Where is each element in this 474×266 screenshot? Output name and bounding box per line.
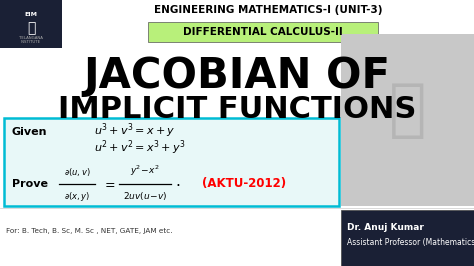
Text: $u^3 + v^3 = x + y$: $u^3 + v^3 = x + y$ <box>94 122 175 140</box>
Text: $u^2 + v^2 = x^3 + y^3$: $u^2 + v^2 = x^3 + y^3$ <box>94 139 186 157</box>
Bar <box>4 118 339 206</box>
Bar <box>341 34 474 206</box>
Text: $y^2\!-\!x^2$: $y^2\!-\!x^2$ <box>130 164 160 178</box>
Text: $\partial(u, v)$: $\partial(u, v)$ <box>64 166 91 178</box>
Bar <box>341 210 474 266</box>
Text: Assistant Professor (Mathematics): Assistant Professor (Mathematics) <box>347 238 474 247</box>
Text: Dr. Anuj Kumar: Dr. Anuj Kumar <box>347 223 424 232</box>
Text: Given: Given <box>12 127 47 137</box>
Text: $2uv(u\!-\!v)$: $2uv(u\!-\!v)$ <box>123 190 167 202</box>
Text: ENGINEERING MATHEMATICS-I (UNIT-3): ENGINEERING MATHEMATICS-I (UNIT-3) <box>154 5 382 15</box>
Text: $.$: $.$ <box>175 174 180 189</box>
Bar <box>148 22 378 42</box>
Bar <box>0 0 62 48</box>
Text: Prove: Prove <box>12 179 48 189</box>
Text: For: B. Tech, B. Sc, M. Sc , NET, GATE, JAM etc.: For: B. Tech, B. Sc, M. Sc , NET, GATE, … <box>6 228 173 234</box>
Text: 👤: 👤 <box>389 81 426 142</box>
Text: TELANGANA
INSTITUTE: TELANGANA INSTITUTE <box>19 36 43 44</box>
Text: EIM: EIM <box>25 11 37 16</box>
Text: DIFFERENTIAL CALCULUS-II: DIFFERENTIAL CALCULUS-II <box>183 27 343 37</box>
Text: 🌳: 🌳 <box>27 21 35 35</box>
Text: JACOBIAN OF: JACOBIAN OF <box>83 55 391 97</box>
Text: (AKTU-2012): (AKTU-2012) <box>202 177 286 190</box>
Text: $\partial(x, y)$: $\partial(x, y)$ <box>64 190 90 203</box>
Text: $=$: $=$ <box>102 177 116 190</box>
Text: IMPLICIT FUNCTIONS: IMPLICIT FUNCTIONS <box>58 94 416 123</box>
